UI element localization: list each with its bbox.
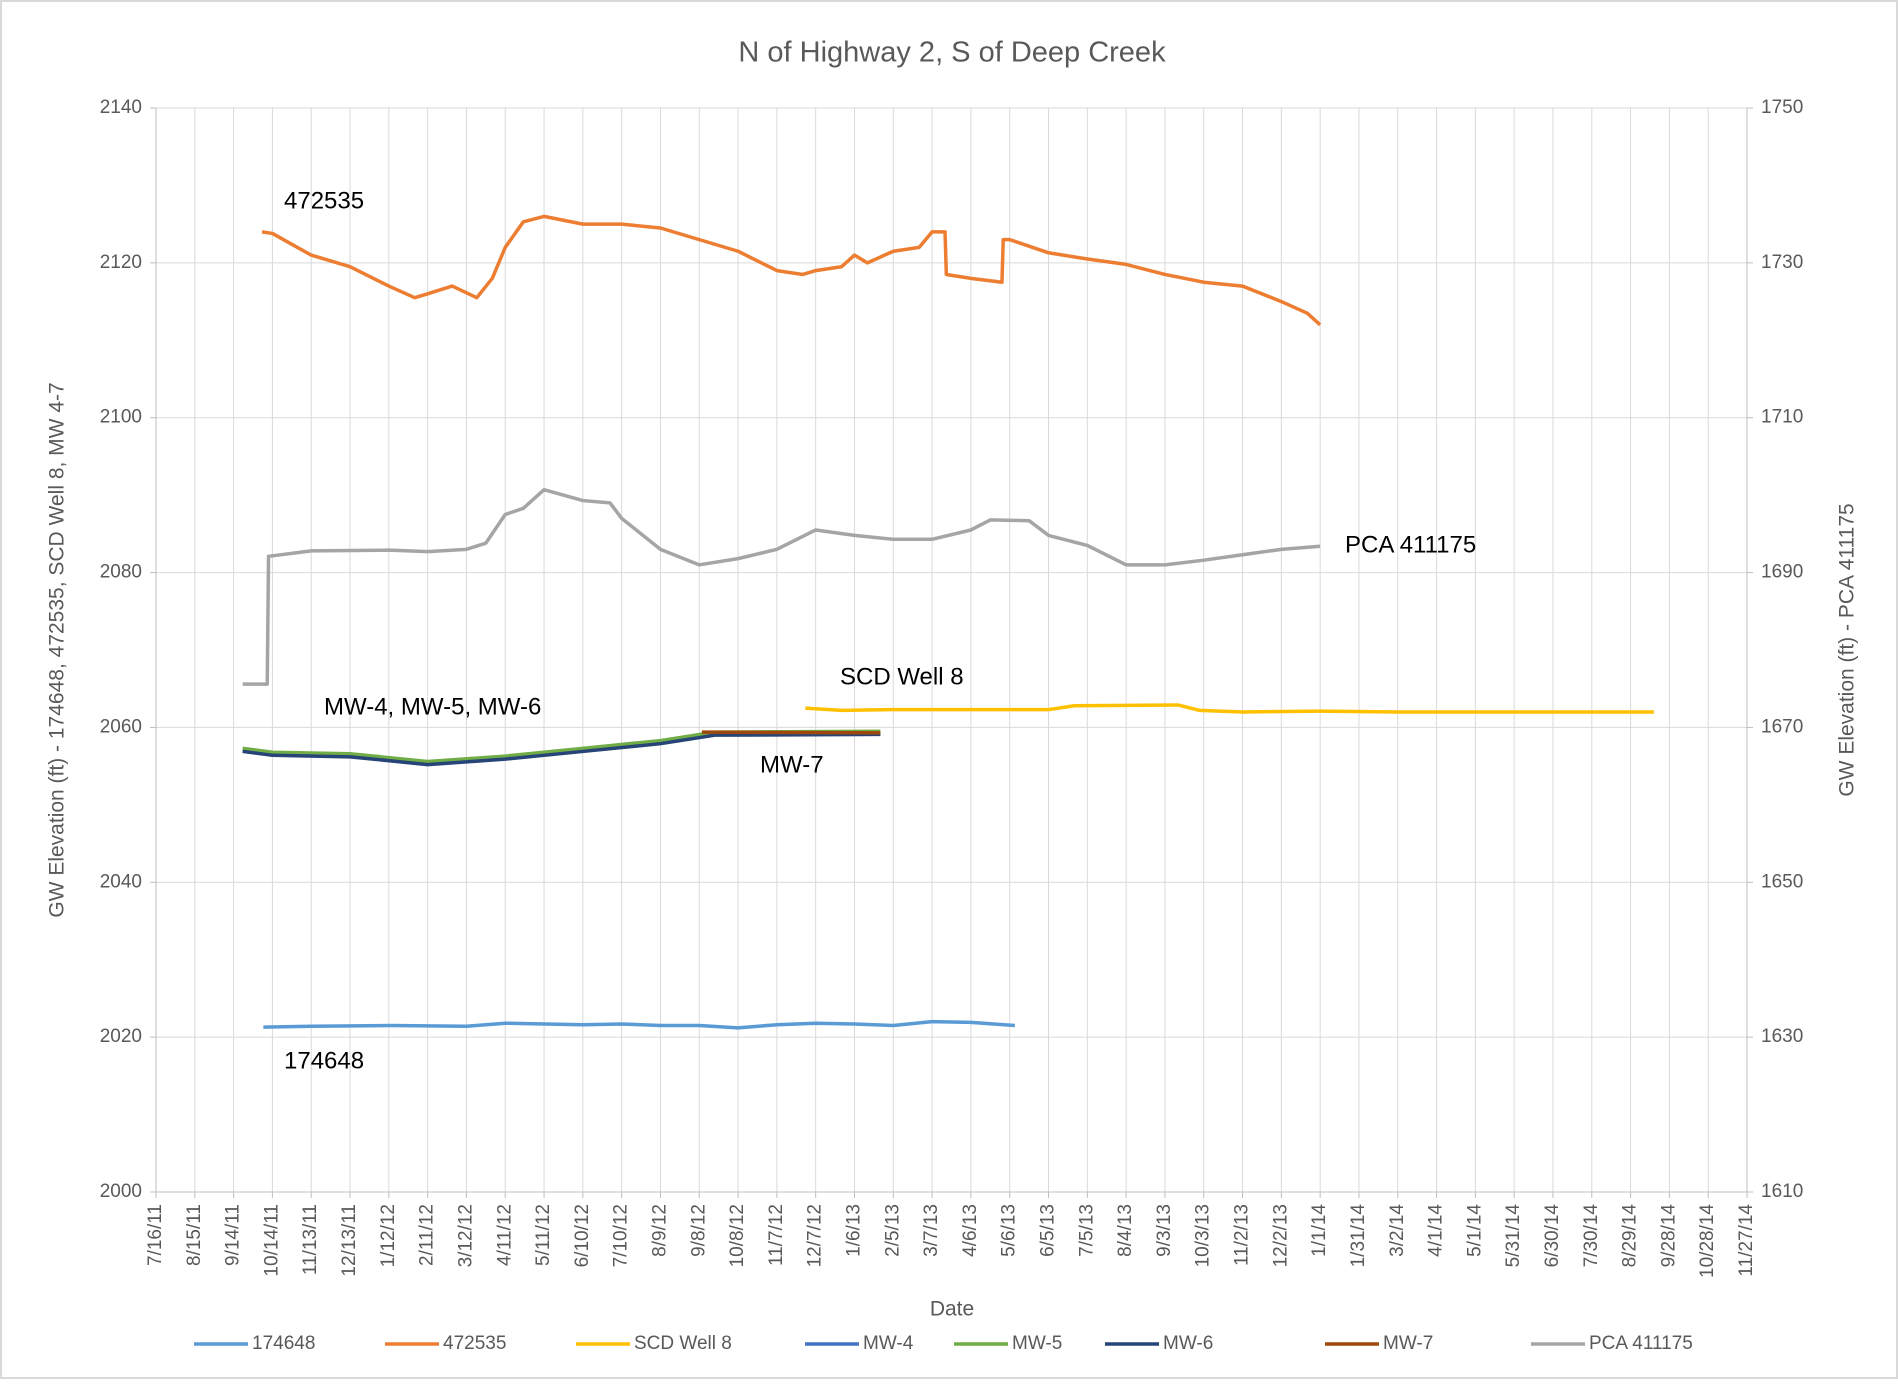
y-tick-label: 2040 — [100, 871, 142, 892]
x-tick-label: 8/9/12 — [649, 1204, 670, 1257]
y-axis-label: GW Elevation (ft) - 174648, 472535, SCD … — [46, 382, 69, 917]
series-line — [242, 729, 881, 764]
x-tick-label: 11/27/14 — [1736, 1204, 1757, 1277]
x-tick-label: 7/10/12 — [611, 1204, 632, 1267]
x-tick-label: 7/16/11 — [145, 1204, 166, 1266]
x-tick-label: 5/11/12 — [533, 1204, 554, 1266]
legend-label: MW-4 — [863, 1333, 914, 1354]
x-tick-label: 9/28/14 — [1658, 1204, 1679, 1268]
series-line — [701, 730, 881, 735]
annotation: PCA 411175 — [1345, 531, 1476, 558]
x-tick-label: 1/12/12 — [378, 1204, 399, 1267]
x-tick-label: 5/6/13 — [999, 1204, 1020, 1257]
legend-label: MW-7 — [1383, 1333, 1433, 1354]
annotation: 472535 — [284, 187, 364, 214]
y-tick-label: 2080 — [100, 562, 142, 583]
x-tick-label: 11/7/12 — [766, 1204, 787, 1266]
chart-title: N of Highway 2, S of Deep Creek — [738, 37, 1166, 69]
legend-label: SCD Well 8 — [634, 1333, 732, 1354]
x-tick-label: 5/1/14 — [1464, 1204, 1485, 1257]
series-line — [261, 214, 1322, 327]
series-line — [805, 703, 1654, 714]
series-line — [242, 487, 1321, 686]
x-tick-label: 3/2/14 — [1387, 1204, 1408, 1257]
x-tick-label: 10/14/11 — [261, 1204, 282, 1277]
x-tick-label: 4/1/14 — [1426, 1204, 1447, 1257]
x-tick-label: 7/5/13 — [1076, 1204, 1097, 1257]
y2-tick-label: 1610 — [1761, 1181, 1803, 1202]
x-tick-label: 7/30/14 — [1581, 1204, 1602, 1268]
x-tick-label: 9/14/11 — [223, 1204, 244, 1266]
x-tick-label: 8/15/11 — [184, 1204, 205, 1266]
annotation: SCD Well 8 — [840, 663, 964, 690]
x-tick-label: 12/13/11 — [339, 1204, 360, 1277]
x-tick-label: 3/12/12 — [455, 1204, 476, 1267]
x-tick-label: 3/7/13 — [921, 1204, 942, 1257]
y-tick-label: 2120 — [100, 252, 142, 273]
legend-label: 472535 — [443, 1333, 506, 1354]
y2-axis-label: GW Elevation (ft) - PCA 411175 — [1836, 503, 1859, 796]
y-tick-label: 2140 — [100, 97, 142, 118]
annotation: 174648 — [284, 1047, 364, 1074]
y2-tick-label: 1650 — [1761, 871, 1803, 892]
x-tick-label: 6/10/12 — [572, 1204, 593, 1267]
x-tick-label: 11/2/13 — [1232, 1204, 1253, 1266]
x-tick-label: 2/5/13 — [882, 1204, 903, 1257]
y-tick-label: 2020 — [100, 1026, 142, 1047]
x-tick-label: 5/31/14 — [1503, 1204, 1524, 1268]
annotation: MW-7 — [760, 751, 824, 778]
x-tick-label: 10/3/13 — [1193, 1204, 1214, 1267]
y2-tick-label: 1730 — [1761, 252, 1803, 273]
legend-label: 174648 — [252, 1333, 315, 1354]
x-tick-label: 10/8/12 — [727, 1204, 748, 1267]
x-tick-label: 2/11/12 — [417, 1204, 438, 1266]
x-tick-label: 1/6/13 — [844, 1204, 865, 1257]
series-line — [263, 1019, 1016, 1030]
x-tick-label: 6/5/13 — [1038, 1204, 1059, 1257]
series-line — [242, 732, 881, 767]
x-tick-label: 8/29/14 — [1620, 1204, 1641, 1268]
x-tick-label: 9/8/12 — [688, 1204, 709, 1257]
x-tick-label: 1/1/14 — [1309, 1204, 1330, 1257]
y-tick-label: 2060 — [100, 716, 142, 737]
x-tick-label: 9/3/13 — [1154, 1204, 1175, 1257]
x-tick-label: 4/11/12 — [494, 1204, 515, 1266]
x-tick-label: 1/31/14 — [1348, 1204, 1369, 1268]
y2-tick-label: 1670 — [1761, 716, 1803, 737]
annotation: MW-4, MW-5, MW-6 — [324, 693, 541, 720]
x-tick-label: 11/13/11 — [300, 1204, 321, 1275]
legend-label: PCA 411175 — [1589, 1333, 1693, 1354]
x-tick-label: 10/28/14 — [1697, 1204, 1718, 1278]
y2-tick-label: 1750 — [1761, 97, 1803, 118]
y-tick-label: 2100 — [100, 407, 142, 428]
x-axis-label: Date — [930, 1298, 974, 1321]
x-tick-label: 8/4/13 — [1115, 1204, 1136, 1257]
legend-label: MW-5 — [1012, 1333, 1062, 1354]
x-tick-label: 12/7/12 — [805, 1204, 826, 1267]
y-tick-label: 2000 — [100, 1181, 142, 1202]
y2-tick-label: 1710 — [1761, 407, 1803, 428]
x-tick-label: 4/6/13 — [960, 1204, 981, 1257]
y2-tick-label: 1690 — [1761, 562, 1803, 583]
legend-label: MW-6 — [1163, 1333, 1213, 1354]
x-tick-label: 12/2/13 — [1270, 1204, 1291, 1267]
y2-tick-label: 1630 — [1761, 1026, 1803, 1047]
x-tick-label: 6/30/14 — [1542, 1204, 1563, 1268]
